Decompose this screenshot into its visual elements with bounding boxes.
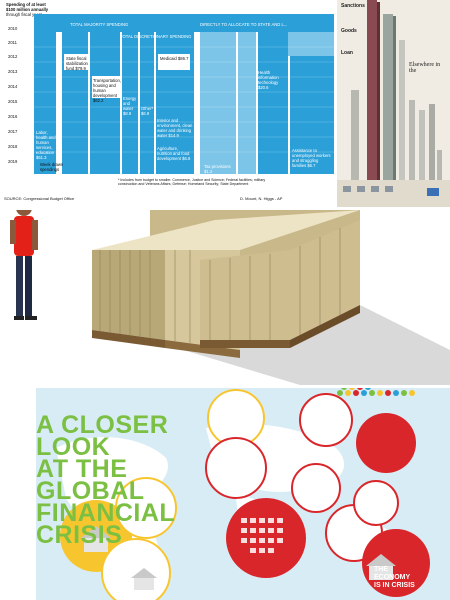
money-stack-left [92, 250, 165, 340]
column-agriculture [156, 120, 194, 174]
stimulus-flow-graphic [34, 14, 334, 174]
legend-strip-svg [337, 390, 415, 396]
column-health-info [238, 32, 256, 174]
year-label: 2013 [8, 69, 18, 74]
year-label: 2015 [8, 99, 18, 104]
pallet [92, 330, 165, 348]
economy-line-1: THE ECONOMY [374, 566, 411, 581]
info-circle [115, 477, 177, 539]
tower-bar [383, 14, 393, 180]
header-mid: $100 million annually [6, 7, 49, 12]
info-circle [291, 463, 341, 513]
header-bot: through fiscal years [6, 12, 43, 17]
title-line-2: AT THE GLOBAL [36, 455, 145, 505]
title-line-3: FINANCIAL CRISIS [36, 499, 175, 549]
column-labor [34, 32, 56, 174]
column-transport [90, 32, 120, 174]
bottom-icons [343, 186, 439, 196]
bill-stripes [99, 228, 341, 343]
stimulus-chart-panel: Spending of at least $100 million annual… [0, 0, 336, 212]
label-other: Other* $6.9 [141, 106, 154, 116]
info-circle [299, 393, 353, 447]
credit: D. Mount, N. Higgs - AP [240, 196, 283, 201]
tower-bar [367, 0, 377, 180]
column-tax [200, 32, 236, 174]
chart-header: Spending of at least $100 million annual… [6, 2, 54, 17]
year-label: 2016 [8, 114, 18, 119]
red-house-grid [241, 518, 283, 553]
crisis-world-map [56, 388, 430, 600]
label-labor: Labor, health and human services, educat… [36, 130, 56, 160]
tower-bar [399, 40, 405, 180]
tower-bar [409, 100, 415, 180]
tower-bar [429, 104, 435, 180]
money-pallets-panel [0, 210, 450, 385]
tower-bar [437, 150, 442, 180]
column-assistance [258, 32, 288, 174]
title-line-1: A CLOSER LOOK [36, 411, 169, 461]
skyscraper-bars [337, 0, 450, 207]
legend-dots [341, 388, 371, 390]
year-label: 2018 [8, 144, 18, 149]
label-transport: Transportation, housing and human develo… [93, 78, 122, 103]
heading-sanctions: Sanctions [341, 3, 365, 9]
info-circle [205, 437, 267, 499]
year-label: 2011 [8, 40, 18, 45]
pallets-illustration [10, 210, 450, 385]
person-figure [10, 210, 38, 320]
money-top [92, 210, 360, 250]
label-health-info: Health information technology $20.6 [258, 70, 279, 90]
grid-lines [34, 46, 334, 153]
economy-line-2: IS IN CRISIS [374, 582, 415, 589]
year-axis: 2010 2011 2012 2013 2014 2015 2016 2017 … [8, 26, 32, 176]
column-state-fund [62, 32, 88, 174]
skyscraper-chart-panel: Sanctions Goods Loan Elsewhere in the [337, 0, 450, 207]
banner-left: TOTAL MAJORITY SPENDING [70, 22, 129, 27]
red-circle [226, 498, 306, 578]
label-assistance: Assistance to unemployed workers and str… [292, 148, 331, 168]
label-medicaid: Medicaid $86.7 [160, 56, 189, 61]
label-interior: Interior and environment, clean water an… [157, 118, 193, 138]
year-label: 2019 [8, 159, 18, 164]
crisis-title: A CLOSER LOOK AT THE GLOBAL FINANCIAL CR… [36, 411, 226, 549]
pallet [165, 340, 240, 358]
label-tax: Tax provisions $1.2 [204, 164, 231, 174]
banner-mid: TOTAL DISCRETIONARY SPENDING [120, 34, 192, 39]
source: SOURCE: Congressional Budget Office [4, 196, 75, 201]
label-energy: Energy and water $8.9 [123, 96, 137, 116]
legend-strip [336, 384, 436, 396]
tower-bar [419, 110, 425, 180]
column-other [140, 32, 154, 174]
tower-shadow [393, 16, 396, 180]
column-energy [122, 32, 138, 174]
tower-shadow [377, 2, 380, 180]
tower-bar [351, 90, 359, 180]
year-label: 2012 [8, 54, 18, 59]
footnote: * Includes from budget to smaller. Comme… [118, 178, 266, 187]
economy-crisis-label: THE ECONOMY IS IN CRISIS [374, 566, 424, 590]
banner-band [34, 14, 334, 32]
floor-shadow [150, 305, 450, 385]
banner-right: DIRECTLY TO ALLOCATE TO STATE AND L... [200, 22, 288, 27]
financial-crisis-panel: A CLOSER LOOK AT THE GLOBAL FINANCIAL CR… [36, 388, 450, 600]
transport-label-bg [92, 76, 120, 98]
pallet [290, 305, 360, 348]
week-note: Week drawn spendings [40, 162, 64, 172]
pallet [200, 340, 290, 348]
elsewhere-heading: Elsewhere in the [409, 62, 441, 74]
gap [56, 32, 62, 174]
info-circle [353, 480, 399, 526]
label-agriculture: Agriculture, nutrition and food developm… [157, 146, 191, 161]
heading-goods: Goods [341, 28, 357, 34]
year-label: 2017 [8, 129, 18, 134]
heading-loan: Loan [341, 50, 353, 56]
header-top: Spending of at least [6, 2, 46, 7]
year-label: 2014 [8, 84, 18, 89]
red-circle [356, 413, 416, 473]
label-state-fund: State fiscal stabilization fund $79.9 [66, 56, 88, 71]
right-band [288, 32, 334, 56]
year-label: 2010 [8, 26, 18, 31]
house-icons [81, 526, 396, 590]
